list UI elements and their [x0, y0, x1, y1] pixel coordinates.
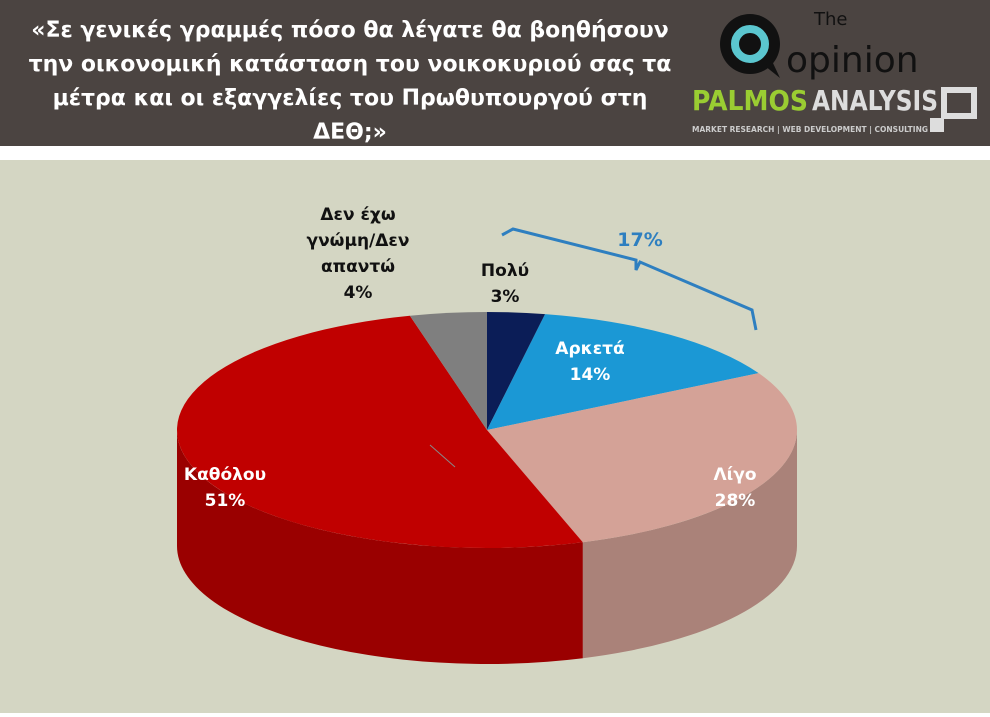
- leader-line: [429, 444, 456, 468]
- pie-chart: 17% Πολύ 3% Αρκετά 14% Λίγο 28% Καθόλου 51% Δεν …: [176, 205, 797, 664]
- pie-slice-side: [177, 430, 583, 664]
- pie-slice[interactable]: [487, 314, 759, 430]
- slice-label: Καθόλου 51%: [184, 465, 266, 511]
- pie-slice-side: [582, 430, 797, 659]
- opinion-logo-icon: [720, 14, 780, 74]
- logo-the: The: [813, 9, 847, 30]
- pie-slice[interactable]: [176, 315, 583, 549]
- logo: The opinion PALMOS ANALYSIS MARKET RESEA…: [692, 9, 977, 134]
- pie-slice[interactable]: [409, 312, 487, 430]
- pie-slice[interactable]: [487, 312, 546, 430]
- pie-slice[interactable]: [487, 373, 797, 543]
- slice-label: Αρκετά 14%: [555, 339, 624, 385]
- header: «Σε γενικές γραμμές πόσο θα λέγατε θα βο…: [0, 0, 990, 146]
- logo-opinion: opinion: [786, 40, 919, 81]
- slice-label: Δεν έχω γνώμη/Δεν απαντώ 4%: [307, 205, 410, 303]
- chart-area: 17% Πολύ 3% Αρκετά 14% Λίγο 28% Καθόλου 51% Δεν …: [0, 160, 990, 713]
- logo-palmos: PALMOS: [692, 84, 808, 117]
- logo-tagline: MARKET RESEARCH | WEB DEVELOPMENT | CONS…: [692, 125, 928, 134]
- logo-analysis: ANALYSIS: [812, 84, 938, 117]
- bracket: [501, 227, 758, 331]
- slice-label: Πολύ 3%: [481, 261, 529, 307]
- page-title: «Σε γενικές γραμμές πόσο θα λέγατε θα βο…: [28, 18, 672, 145]
- slice-label: Λίγο 28%: [713, 465, 756, 511]
- bracket-label: 17%: [617, 229, 662, 251]
